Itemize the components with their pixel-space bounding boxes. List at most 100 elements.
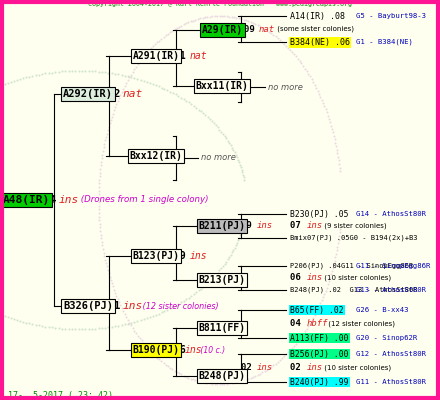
Point — [224, 138, 231, 144]
Point — [68, 326, 75, 332]
Point — [324, 112, 331, 119]
Point — [105, 124, 112, 130]
Point — [234, 240, 241, 246]
Point — [231, 14, 238, 20]
Point — [228, 14, 235, 20]
Point — [188, 101, 195, 107]
Point — [240, 16, 247, 23]
Point — [19, 75, 26, 82]
Text: 06: 06 — [174, 345, 186, 355]
Text: B65(FF) .02: B65(FF) .02 — [290, 306, 344, 314]
Point — [224, 380, 231, 387]
Point — [104, 127, 111, 133]
Point — [100, 144, 107, 151]
Point — [300, 63, 307, 69]
Point — [289, 49, 296, 55]
Point — [254, 22, 261, 28]
Point — [226, 254, 233, 260]
Point — [321, 103, 328, 109]
Text: no more: no more — [268, 82, 302, 92]
Point — [204, 380, 211, 386]
Point — [223, 135, 230, 142]
Point — [292, 53, 299, 60]
Point — [282, 351, 290, 358]
Point — [95, 184, 103, 190]
Point — [62, 326, 69, 332]
Point — [149, 313, 156, 319]
Point — [200, 110, 207, 116]
Point — [128, 74, 135, 80]
Point — [115, 299, 122, 306]
Point — [120, 308, 127, 314]
Point — [332, 140, 339, 146]
Point — [172, 91, 179, 98]
Point — [176, 24, 183, 30]
Point — [227, 142, 234, 148]
Point — [337, 168, 344, 174]
Point — [259, 369, 266, 376]
Point — [227, 252, 234, 258]
Point — [114, 98, 121, 104]
Point — [98, 158, 105, 165]
Point — [307, 320, 314, 327]
Point — [42, 70, 49, 77]
Point — [334, 240, 341, 246]
Text: B256(PJ) .00: B256(PJ) .00 — [290, 350, 349, 358]
Point — [99, 246, 106, 252]
Point — [140, 340, 147, 346]
Point — [108, 324, 115, 330]
Point — [92, 68, 99, 74]
Point — [286, 347, 293, 354]
Point — [175, 301, 182, 307]
Point — [26, 74, 33, 80]
Point — [319, 100, 326, 106]
Point — [134, 76, 141, 82]
Point — [101, 253, 108, 259]
Point — [228, 144, 235, 151]
Point — [19, 318, 26, 325]
Point — [206, 380, 213, 386]
Point — [78, 68, 85, 74]
Point — [272, 33, 279, 40]
Point — [16, 76, 23, 82]
Point — [72, 326, 79, 332]
Point — [298, 60, 305, 67]
Point — [100, 249, 107, 256]
Point — [212, 272, 219, 278]
Point — [96, 217, 103, 223]
Point — [134, 318, 141, 324]
Point — [173, 369, 180, 375]
Point — [298, 333, 305, 340]
Point — [16, 318, 23, 324]
Point — [322, 106, 329, 112]
Point — [95, 191, 102, 198]
Point — [193, 104, 200, 111]
Text: 11: 11 — [107, 301, 127, 311]
Text: Bmix07(PJ) .05G0 - B194(2x)+B3: Bmix07(PJ) .05G0 - B194(2x)+B3 — [290, 235, 418, 241]
Point — [52, 325, 59, 331]
Point — [235, 237, 242, 244]
Text: (9 sister colonies): (9 sister colonies) — [322, 223, 387, 229]
Text: G5 - Bayburt98-3: G5 - Bayburt98-3 — [356, 13, 426, 19]
Point — [221, 260, 228, 267]
Point — [35, 72, 42, 78]
Point — [208, 118, 215, 124]
Point — [132, 64, 139, 70]
Text: ins: ins — [59, 195, 79, 205]
Point — [185, 19, 192, 26]
Point — [234, 154, 241, 160]
Point — [290, 343, 297, 349]
Point — [197, 286, 204, 292]
Point — [165, 30, 172, 37]
Point — [22, 74, 29, 81]
Point — [52, 69, 59, 75]
Point — [263, 27, 270, 34]
Point — [129, 325, 136, 331]
Point — [169, 304, 176, 310]
Point — [333, 247, 340, 254]
Point — [192, 377, 199, 384]
Point — [1, 81, 8, 88]
Point — [296, 336, 303, 342]
Point — [310, 79, 317, 85]
Point — [319, 294, 326, 300]
